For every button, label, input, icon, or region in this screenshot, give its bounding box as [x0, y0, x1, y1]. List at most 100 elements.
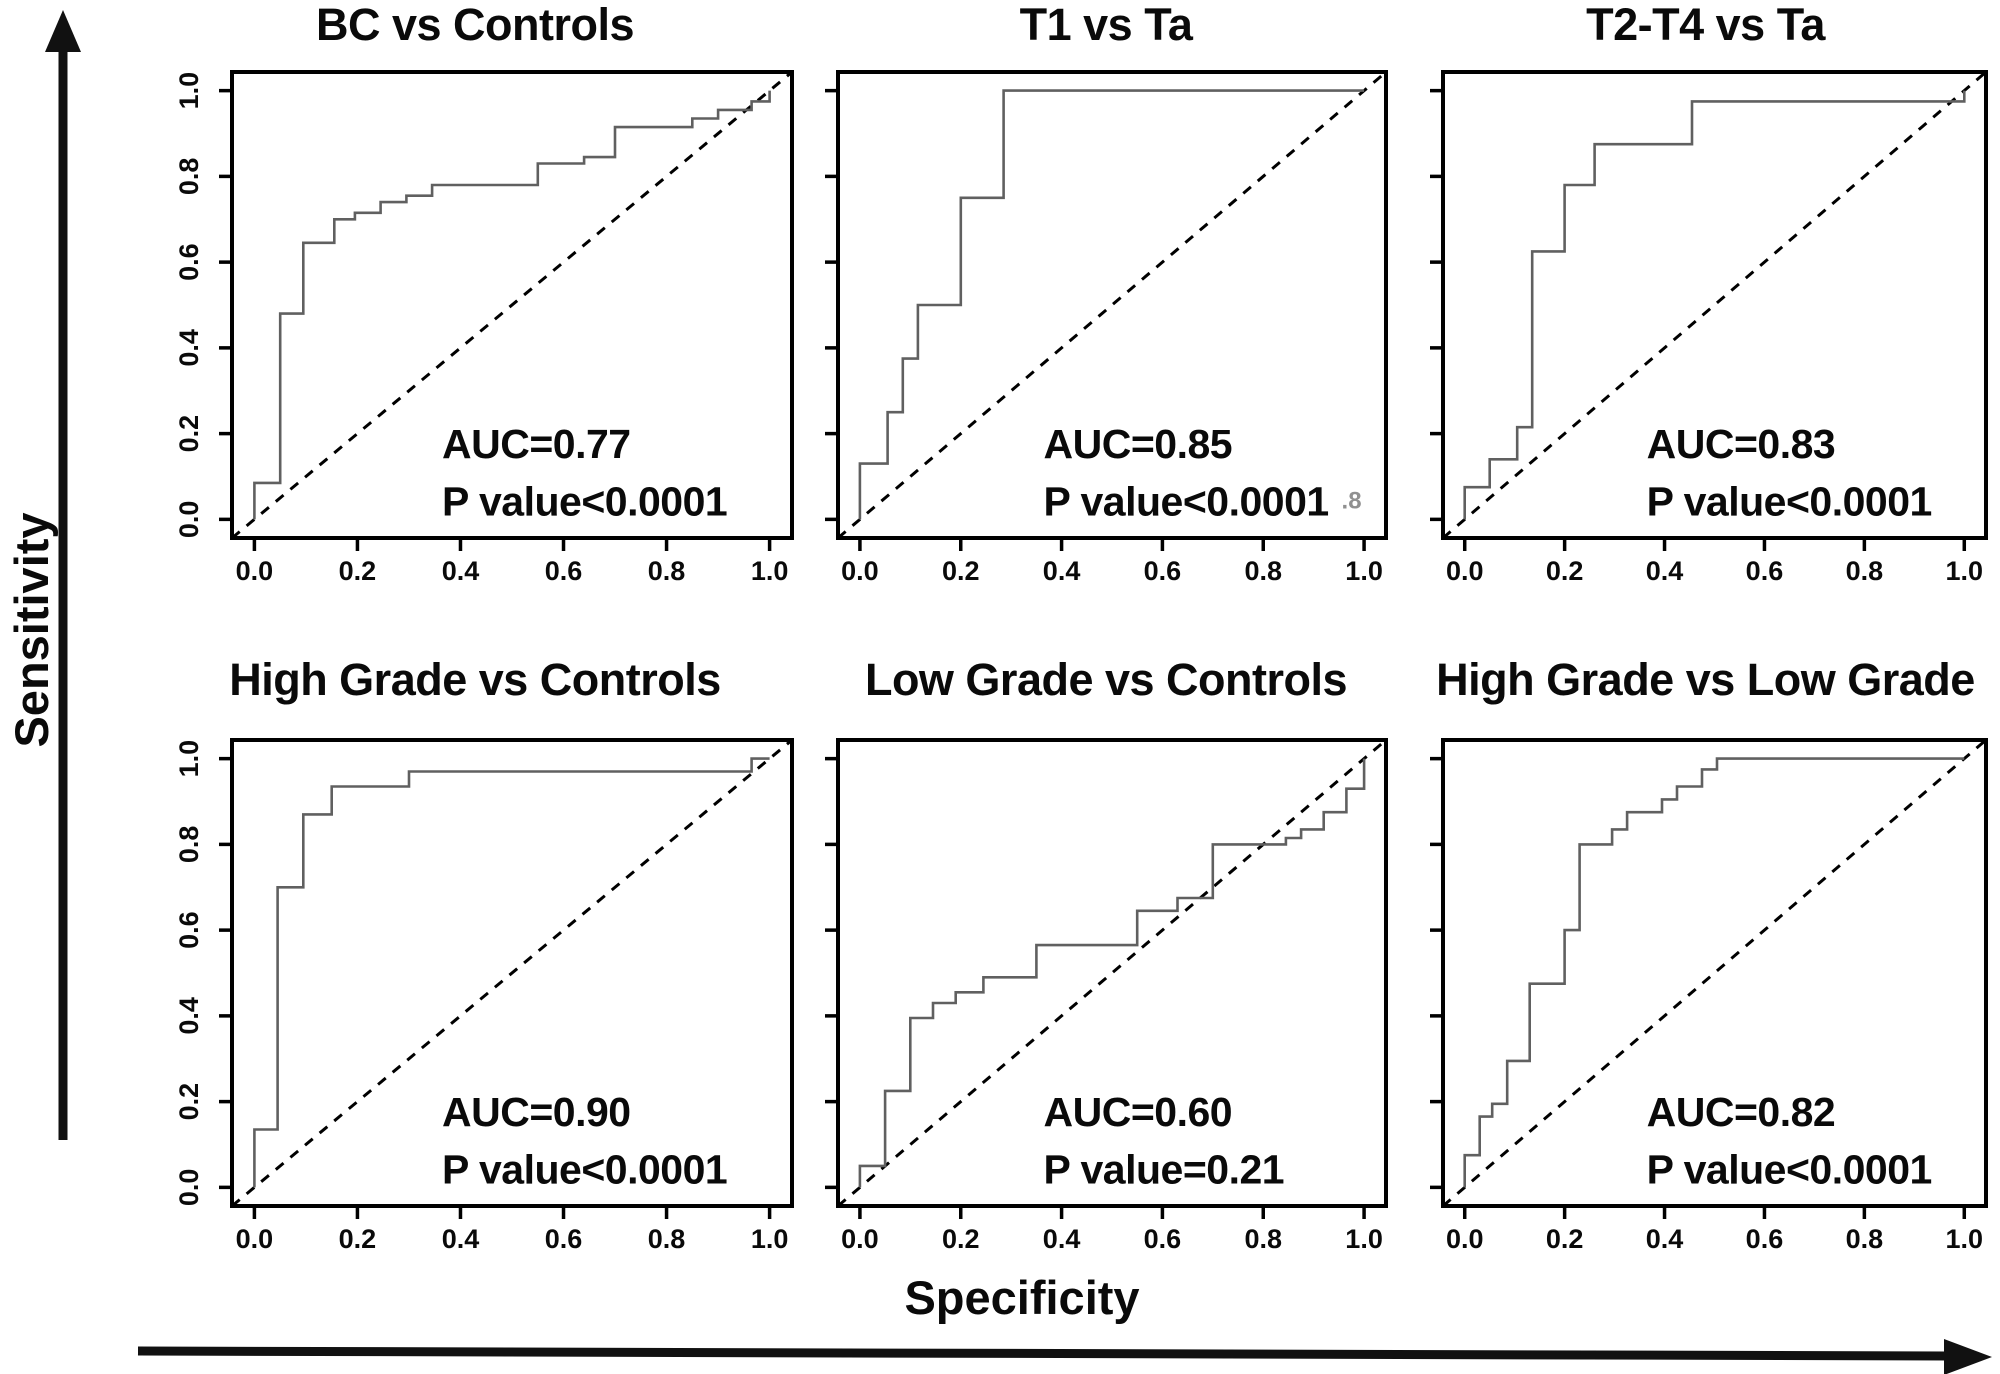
roc-plot-low-grade-vs-controls: 0.0 0.2 0.4 0.6 0.8 1.0 AUC=0.60 P value=0.21: [825, 738, 1388, 1254]
x-tick-label: 0.2: [339, 556, 377, 586]
chance-diagonal: [231, 738, 793, 1208]
x-tick-label: 0.6: [1746, 556, 1784, 586]
x-tick-label: 0.2: [1546, 556, 1584, 586]
x-tick-label: 0.0: [841, 556, 879, 586]
x-tick-label: 0.8: [648, 556, 686, 586]
x-tick-label: 0.2: [942, 556, 980, 586]
panel-title: Low Grade vs Controls: [864, 654, 1348, 705]
x-tick-label: 1.0: [751, 1224, 789, 1254]
p-value-text: P value<0.0001: [442, 479, 727, 525]
p-value-text: P value<0.0001: [1647, 479, 1932, 525]
x-tick-label: 0.0: [1446, 556, 1484, 586]
y-tick-label: 1.0: [174, 740, 204, 778]
x-tick-label: 0.8: [1244, 556, 1282, 586]
roc-curve: [253, 90, 771, 520]
x-tick-label: 0.6: [1144, 1224, 1182, 1254]
roc-curve: [253, 757, 770, 1188]
plot-box: [1441, 70, 1988, 540]
roc-plot-bc-vs-controls: 0.0 0.2 0.4 0.6 0.8 1.0 0.0 0.2 0.4 0.6 0.8 1.0 AUC=…: [174, 70, 794, 586]
y-axis-label: Sensitivity: [5, 512, 58, 748]
y-tick-label: 0.0: [174, 501, 204, 539]
y-tick-label: 0.6: [174, 911, 204, 949]
panel-title: T1 vs Ta: [1019, 0, 1193, 50]
plot-box: [230, 70, 794, 540]
sensitivity-axis-arrow: [45, 10, 81, 1140]
auc-value-text: AUC=0.90: [442, 1089, 631, 1135]
x-tick-label: 1.0: [1345, 1224, 1383, 1254]
x-tick-label: 0.8: [1846, 556, 1884, 586]
panel-title: BC vs Controls: [315, 0, 635, 50]
x-tick-label: 0.2: [1546, 1224, 1584, 1254]
stray-label-artifact: .8: [1342, 488, 1362, 515]
plot-box: [836, 70, 1388, 540]
panel-title: T2-T4 vs Ta: [1586, 0, 1825, 50]
x-tick-label: 1.0: [1345, 556, 1383, 586]
x-tick-label: 0.4: [1646, 1224, 1684, 1254]
up-arrowhead-icon: [45, 10, 81, 52]
roc-panel-bc-vs-controls: BC vs Controls 0.0 0.2 0.4 0.6 0.8 1.0 0.0 0.2 0…: [140, 0, 810, 616]
x-tick-label: 1.0: [751, 556, 789, 586]
x-tick-label: 1.0: [1946, 556, 1984, 586]
x-tick-label: 0.8: [1846, 1224, 1884, 1254]
roc-curve: [1463, 757, 1965, 1188]
y-tick-label: 0.6: [174, 243, 204, 281]
x-tick-label: 1.0: [1946, 1224, 1984, 1254]
x-tick-label: 0.4: [1646, 556, 1684, 586]
x-tick-label: 0.4: [442, 556, 480, 586]
x-axis-label: Specificity: [904, 1271, 1140, 1324]
x-tick-label: 0.8: [648, 1224, 686, 1254]
right-arrowhead-icon: [1944, 1339, 1992, 1374]
x-tick-label: 0.0: [236, 1224, 274, 1254]
x-tick-label: 0.8: [1244, 1224, 1282, 1254]
specificity-axis-arrow: [137, 1339, 1992, 1374]
chance-diagonal: [837, 70, 1387, 540]
roc-curve: [1463, 90, 1966, 520]
p-value-text: P value<0.0001: [442, 1147, 727, 1193]
x-tick-label: 0.2: [942, 1224, 980, 1254]
p-value-text: P value<0.0001: [1044, 479, 1329, 525]
y-tick-label: 0.0: [174, 1169, 204, 1207]
x-tick-label: 0.4: [1043, 556, 1081, 586]
roc-panel-t1-vs-ta: T1 vs Ta 0.0 0.2 0.4 0.6 0.8 1.0 AUC=0.85 P val…: [806, 0, 1406, 616]
panel-title: High Grade vs Controls: [229, 654, 721, 705]
panel-title: High Grade vs Low Grade: [1436, 654, 1975, 705]
auc-value-text: AUC=0.82: [1647, 1089, 1836, 1135]
roc-curve: [858, 758, 1366, 1188]
x-tick-label: 0.6: [545, 1224, 583, 1254]
x-tick-label: 0.4: [442, 1224, 480, 1254]
x-tick-label: 0.4: [1043, 1224, 1081, 1254]
roc-plot-t2-t4-vs-ta: 0.0 0.2 0.4 0.6 0.8 1.0 AUC=0.83 P value<0.0001: [1430, 70, 1988, 586]
y-tick-label: 1.0: [174, 72, 204, 110]
chance-diagonal: [1442, 70, 1987, 540]
auc-value-text: AUC=0.85: [1044, 421, 1233, 467]
y-tick-label: 0.8: [174, 826, 204, 864]
y-tick-label: 0.4: [174, 329, 204, 367]
roc-plot-high-grade-vs-low-grade: 0.0 0.2 0.4 0.6 0.8 1.0 AUC=0.82 P value<0.0001: [1430, 738, 1988, 1254]
roc-panel-high-grade-vs-low-grade: High Grade vs Low Grade 0.0 0.2 0.4 0.6 0.8 1…: [1411, 652, 2000, 1284]
x-tick-label: 0.6: [545, 556, 583, 586]
y-tick-label: 0.4: [174, 997, 204, 1035]
y-tick-label: 0.2: [174, 1083, 204, 1121]
x-tick-label: 0.6: [1144, 556, 1182, 586]
roc-panel-t2-t4-vs-ta: T2-T4 vs Ta 0.0 0.2 0.4 0.6 0.8 1.0 AUC=0.83 P …: [1411, 0, 2000, 616]
roc-panel-high-grade-vs-controls: High Grade vs Controls 0.0 0.2 0.4 0.6 0.8 1.…: [140, 652, 810, 1284]
x-tick-label: 0.0: [841, 1224, 879, 1254]
plot-box: [1441, 738, 1988, 1208]
roc-plot-high-grade-vs-controls: 0.0 0.2 0.4 0.6 0.8 1.0 0.0 0.2 0.4 0.6 0.8 1.0 AUC=…: [174, 738, 794, 1254]
x-tick-label: 0.6: [1746, 1224, 1784, 1254]
p-value-text: P value<0.0001: [1647, 1147, 1932, 1193]
roc-panel-low-grade-vs-controls: Low Grade vs Controls 0.0 0.2 0.4 0.6 0.8 1.0…: [806, 652, 1406, 1284]
chance-diagonal: [231, 70, 793, 540]
p-value-text: P value=0.21: [1044, 1147, 1285, 1193]
auc-value-text: AUC=0.60: [1044, 1089, 1233, 1135]
auc-value-text: AUC=0.83: [1647, 421, 1836, 467]
y-tick-label: 0.8: [174, 158, 204, 196]
plot-box: [836, 738, 1388, 1208]
plot-box: [230, 738, 794, 1208]
x-tick-label: 0.0: [1446, 1224, 1484, 1254]
x-tick-label: 0.0: [236, 556, 274, 586]
auc-value-text: AUC=0.77: [442, 421, 631, 467]
chance-diagonal: [837, 738, 1387, 1208]
chance-diagonal: [1442, 738, 1987, 1208]
